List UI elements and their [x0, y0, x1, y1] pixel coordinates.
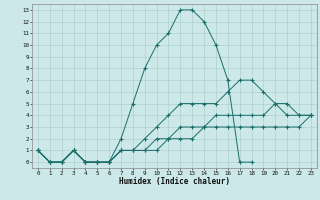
X-axis label: Humidex (Indice chaleur): Humidex (Indice chaleur) [119, 177, 230, 186]
